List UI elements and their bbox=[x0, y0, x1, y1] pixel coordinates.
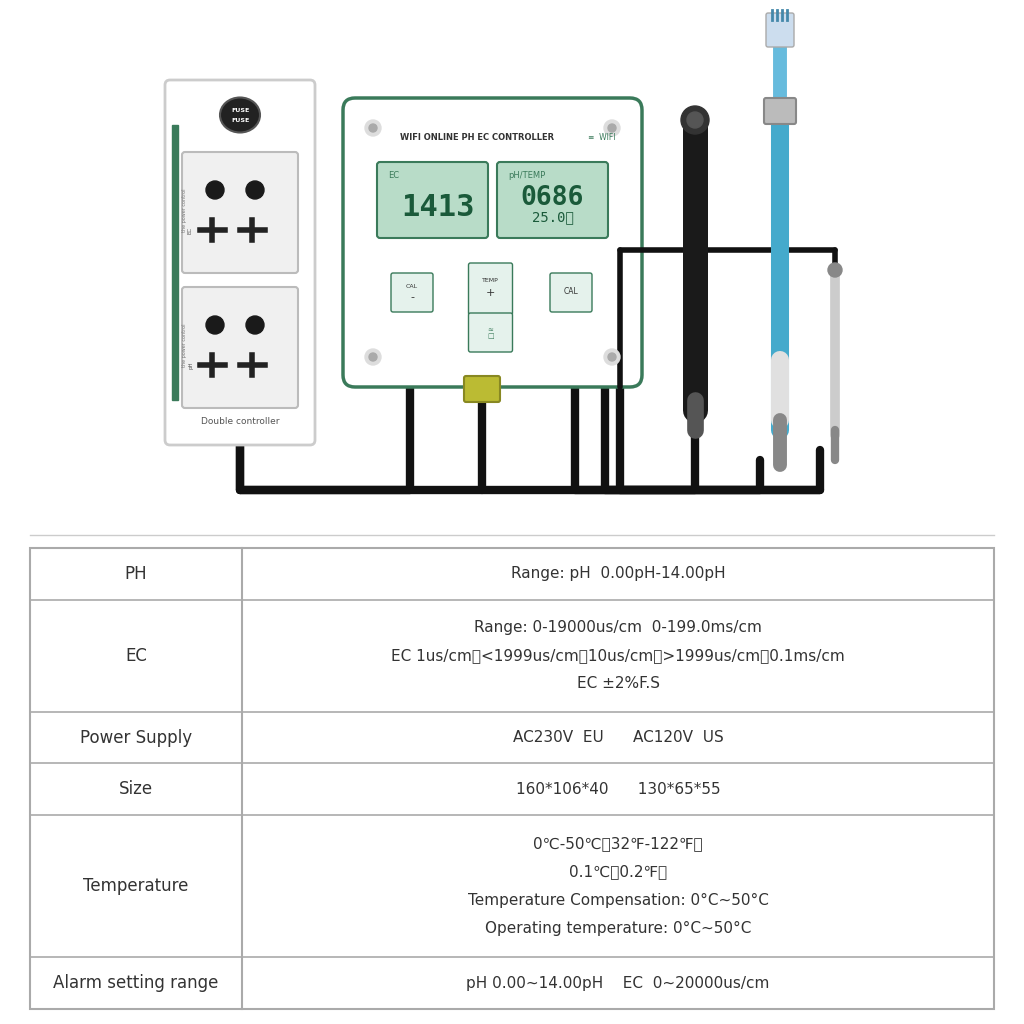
Text: Size: Size bbox=[119, 780, 154, 798]
Text: TEMP: TEMP bbox=[482, 279, 499, 284]
Text: 160*106*40      130*65*55: 160*106*40 130*65*55 bbox=[516, 781, 720, 797]
Circle shape bbox=[365, 349, 381, 365]
Circle shape bbox=[608, 124, 616, 132]
Text: Operating temperature: 0°C~50°C: Operating temperature: 0°C~50°C bbox=[484, 922, 752, 936]
FancyBboxPatch shape bbox=[469, 313, 512, 352]
Circle shape bbox=[365, 120, 381, 136]
Bar bbox=[172, 125, 178, 400]
Text: AC230V  EU      AC120V  US: AC230V EU AC120V US bbox=[513, 730, 723, 745]
Circle shape bbox=[608, 353, 616, 361]
Text: PH: PH bbox=[125, 565, 147, 583]
Text: 25.0℃: 25.0℃ bbox=[531, 210, 573, 224]
Text: Alarm setting range: Alarm setting range bbox=[53, 974, 219, 992]
Bar bbox=[30, 548, 994, 1009]
Text: pH: pH bbox=[188, 361, 193, 369]
Text: 0℃-50℃（32℉-122℉）: 0℃-50℃（32℉-122℉） bbox=[534, 836, 702, 851]
Text: 1413: 1413 bbox=[400, 194, 474, 222]
FancyBboxPatch shape bbox=[464, 376, 500, 402]
Text: FUSE: FUSE bbox=[230, 108, 249, 113]
Text: ≈
□: ≈ □ bbox=[487, 327, 494, 340]
Text: the power control: the power control bbox=[182, 188, 187, 231]
Text: CAL: CAL bbox=[406, 285, 418, 290]
FancyBboxPatch shape bbox=[497, 162, 608, 238]
Circle shape bbox=[828, 263, 842, 278]
Text: Double controller: Double controller bbox=[201, 418, 280, 427]
FancyBboxPatch shape bbox=[391, 273, 433, 312]
Text: EC ±2%F.S: EC ±2%F.S bbox=[577, 676, 659, 691]
Text: CAL: CAL bbox=[563, 288, 579, 297]
Text: EC 1us/cm（<1999us/cm）10us/cm（>1999us/cm）0.1ms/cm: EC 1us/cm（<1999us/cm）10us/cm（>1999us/cm）… bbox=[391, 648, 845, 664]
Circle shape bbox=[687, 112, 703, 128]
FancyBboxPatch shape bbox=[550, 273, 592, 312]
FancyBboxPatch shape bbox=[764, 98, 796, 124]
Text: 0686: 0686 bbox=[521, 185, 585, 211]
Text: Temperature: Temperature bbox=[83, 878, 188, 895]
Text: -: - bbox=[410, 292, 414, 302]
Text: EC: EC bbox=[125, 647, 147, 665]
Text: 0.1℃（0.2℉）: 0.1℃（0.2℉） bbox=[569, 864, 667, 880]
FancyBboxPatch shape bbox=[182, 152, 298, 273]
Text: ≡  WIFI: ≡ WIFI bbox=[588, 133, 615, 142]
Circle shape bbox=[246, 181, 264, 199]
Text: the power control: the power control bbox=[182, 324, 187, 367]
Circle shape bbox=[206, 316, 224, 334]
Text: Range: 0-19000us/cm  0-199.0ms/cm: Range: 0-19000us/cm 0-199.0ms/cm bbox=[474, 621, 762, 635]
Text: Temperature Compensation: 0°C~50°C: Temperature Compensation: 0°C~50°C bbox=[468, 893, 768, 908]
FancyBboxPatch shape bbox=[766, 13, 794, 47]
Circle shape bbox=[246, 316, 264, 334]
Text: EC: EC bbox=[188, 226, 193, 233]
FancyBboxPatch shape bbox=[469, 263, 512, 315]
Ellipse shape bbox=[220, 97, 260, 132]
Text: FUSE: FUSE bbox=[230, 118, 249, 123]
Text: pH 0.00~14.00pH    EC  0~20000us/cm: pH 0.00~14.00pH EC 0~20000us/cm bbox=[466, 976, 770, 991]
Circle shape bbox=[369, 124, 377, 132]
Text: Range: pH  0.00pH-14.00pH: Range: pH 0.00pH-14.00pH bbox=[511, 566, 725, 582]
Circle shape bbox=[604, 349, 620, 365]
Circle shape bbox=[206, 181, 224, 199]
Text: WIFI ONLINE PH EC CONTROLLER: WIFI ONLINE PH EC CONTROLLER bbox=[400, 133, 555, 142]
Circle shape bbox=[369, 353, 377, 361]
FancyBboxPatch shape bbox=[377, 162, 488, 238]
FancyBboxPatch shape bbox=[182, 287, 298, 408]
FancyBboxPatch shape bbox=[165, 80, 315, 445]
Text: pH/TEMP: pH/TEMP bbox=[508, 171, 545, 179]
Circle shape bbox=[604, 120, 620, 136]
Circle shape bbox=[681, 106, 709, 134]
Text: +: + bbox=[485, 288, 496, 298]
Text: EC: EC bbox=[388, 171, 399, 179]
Text: Power Supply: Power Supply bbox=[80, 728, 193, 746]
FancyBboxPatch shape bbox=[343, 98, 642, 387]
